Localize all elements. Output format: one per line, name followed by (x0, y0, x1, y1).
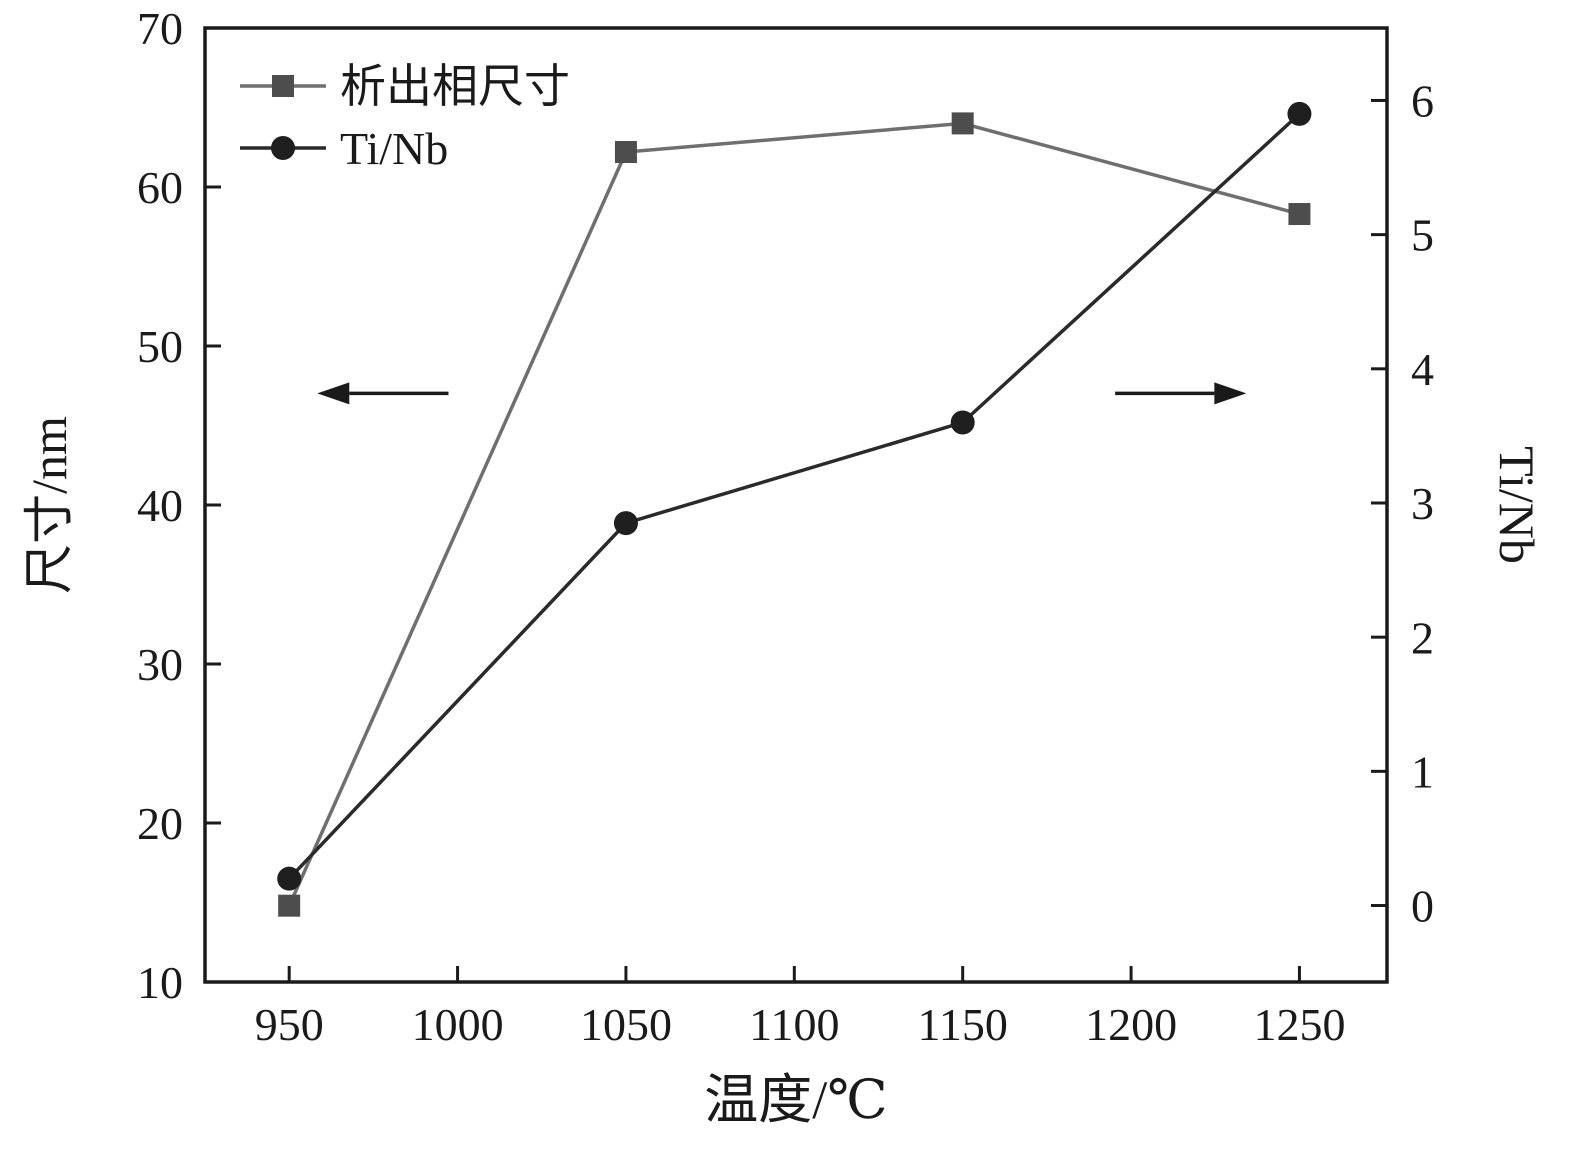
y-right-tick-label: 1 (1411, 746, 1434, 797)
legend-item-0: 析出相尺寸 (240, 61, 570, 112)
data-point-circle (613, 511, 638, 536)
y-axis-left-label: 尺寸/nm (21, 416, 77, 594)
y-right-tick-label: 4 (1411, 344, 1434, 395)
x-tick-label: 950 (255, 999, 324, 1050)
y-left-tick-label: 70 (137, 3, 183, 54)
y-left-tick-label: 50 (137, 321, 183, 372)
y-right-tick-label: 0 (1411, 881, 1434, 932)
y-left-tick-label: 20 (137, 798, 183, 849)
series-line (287, 121, 1300, 907)
y-right-tick-label: 6 (1411, 76, 1434, 127)
legend: 析出相尺寸 Ti/Nb (240, 61, 570, 174)
data-point-square (1288, 203, 1311, 226)
x-tick-label: 1200 (1085, 999, 1177, 1050)
data-point-circle (277, 866, 302, 891)
y-left-tick-label: 30 (137, 639, 183, 690)
y-right-tick-label: 5 (1411, 210, 1434, 261)
y-left-tick-label: 10 (137, 957, 183, 1008)
legend-label: 析出相尺寸 (340, 61, 570, 112)
data-point-square (278, 894, 301, 917)
series-0 (278, 112, 1311, 917)
legend-item-1: Ti/Nb (240, 123, 448, 174)
data-point-square (614, 141, 637, 164)
y-right-tick-label: 3 (1411, 478, 1434, 529)
x-tick-label: 1250 (1253, 999, 1345, 1050)
x-tick-label: 1150 (918, 999, 1008, 1050)
x-tick-label: 1100 (749, 999, 839, 1050)
data-point-circle (1287, 101, 1312, 126)
data-point-square (951, 112, 974, 135)
data-point-circle (950, 410, 975, 435)
y-left-tick-label: 60 (137, 162, 183, 213)
arrow-right-icon (1115, 382, 1247, 405)
x-tick-label: 1000 (412, 999, 504, 1050)
y-axis-right-label: Ti/Nb (1489, 446, 1545, 564)
y-right-tick-label: 2 (1411, 612, 1434, 663)
legend-label: Ti/Nb (340, 123, 448, 174)
data-point-circle (271, 136, 295, 160)
data-point-square (272, 75, 294, 97)
x-tick-label: 1050 (580, 999, 672, 1050)
series-1 (277, 101, 1312, 891)
series-line (287, 112, 1301, 880)
y-left-tick-label: 40 (137, 480, 183, 531)
x-axis-label: 温度/℃ (704, 1070, 887, 1130)
arrow-left-icon (317, 382, 449, 405)
